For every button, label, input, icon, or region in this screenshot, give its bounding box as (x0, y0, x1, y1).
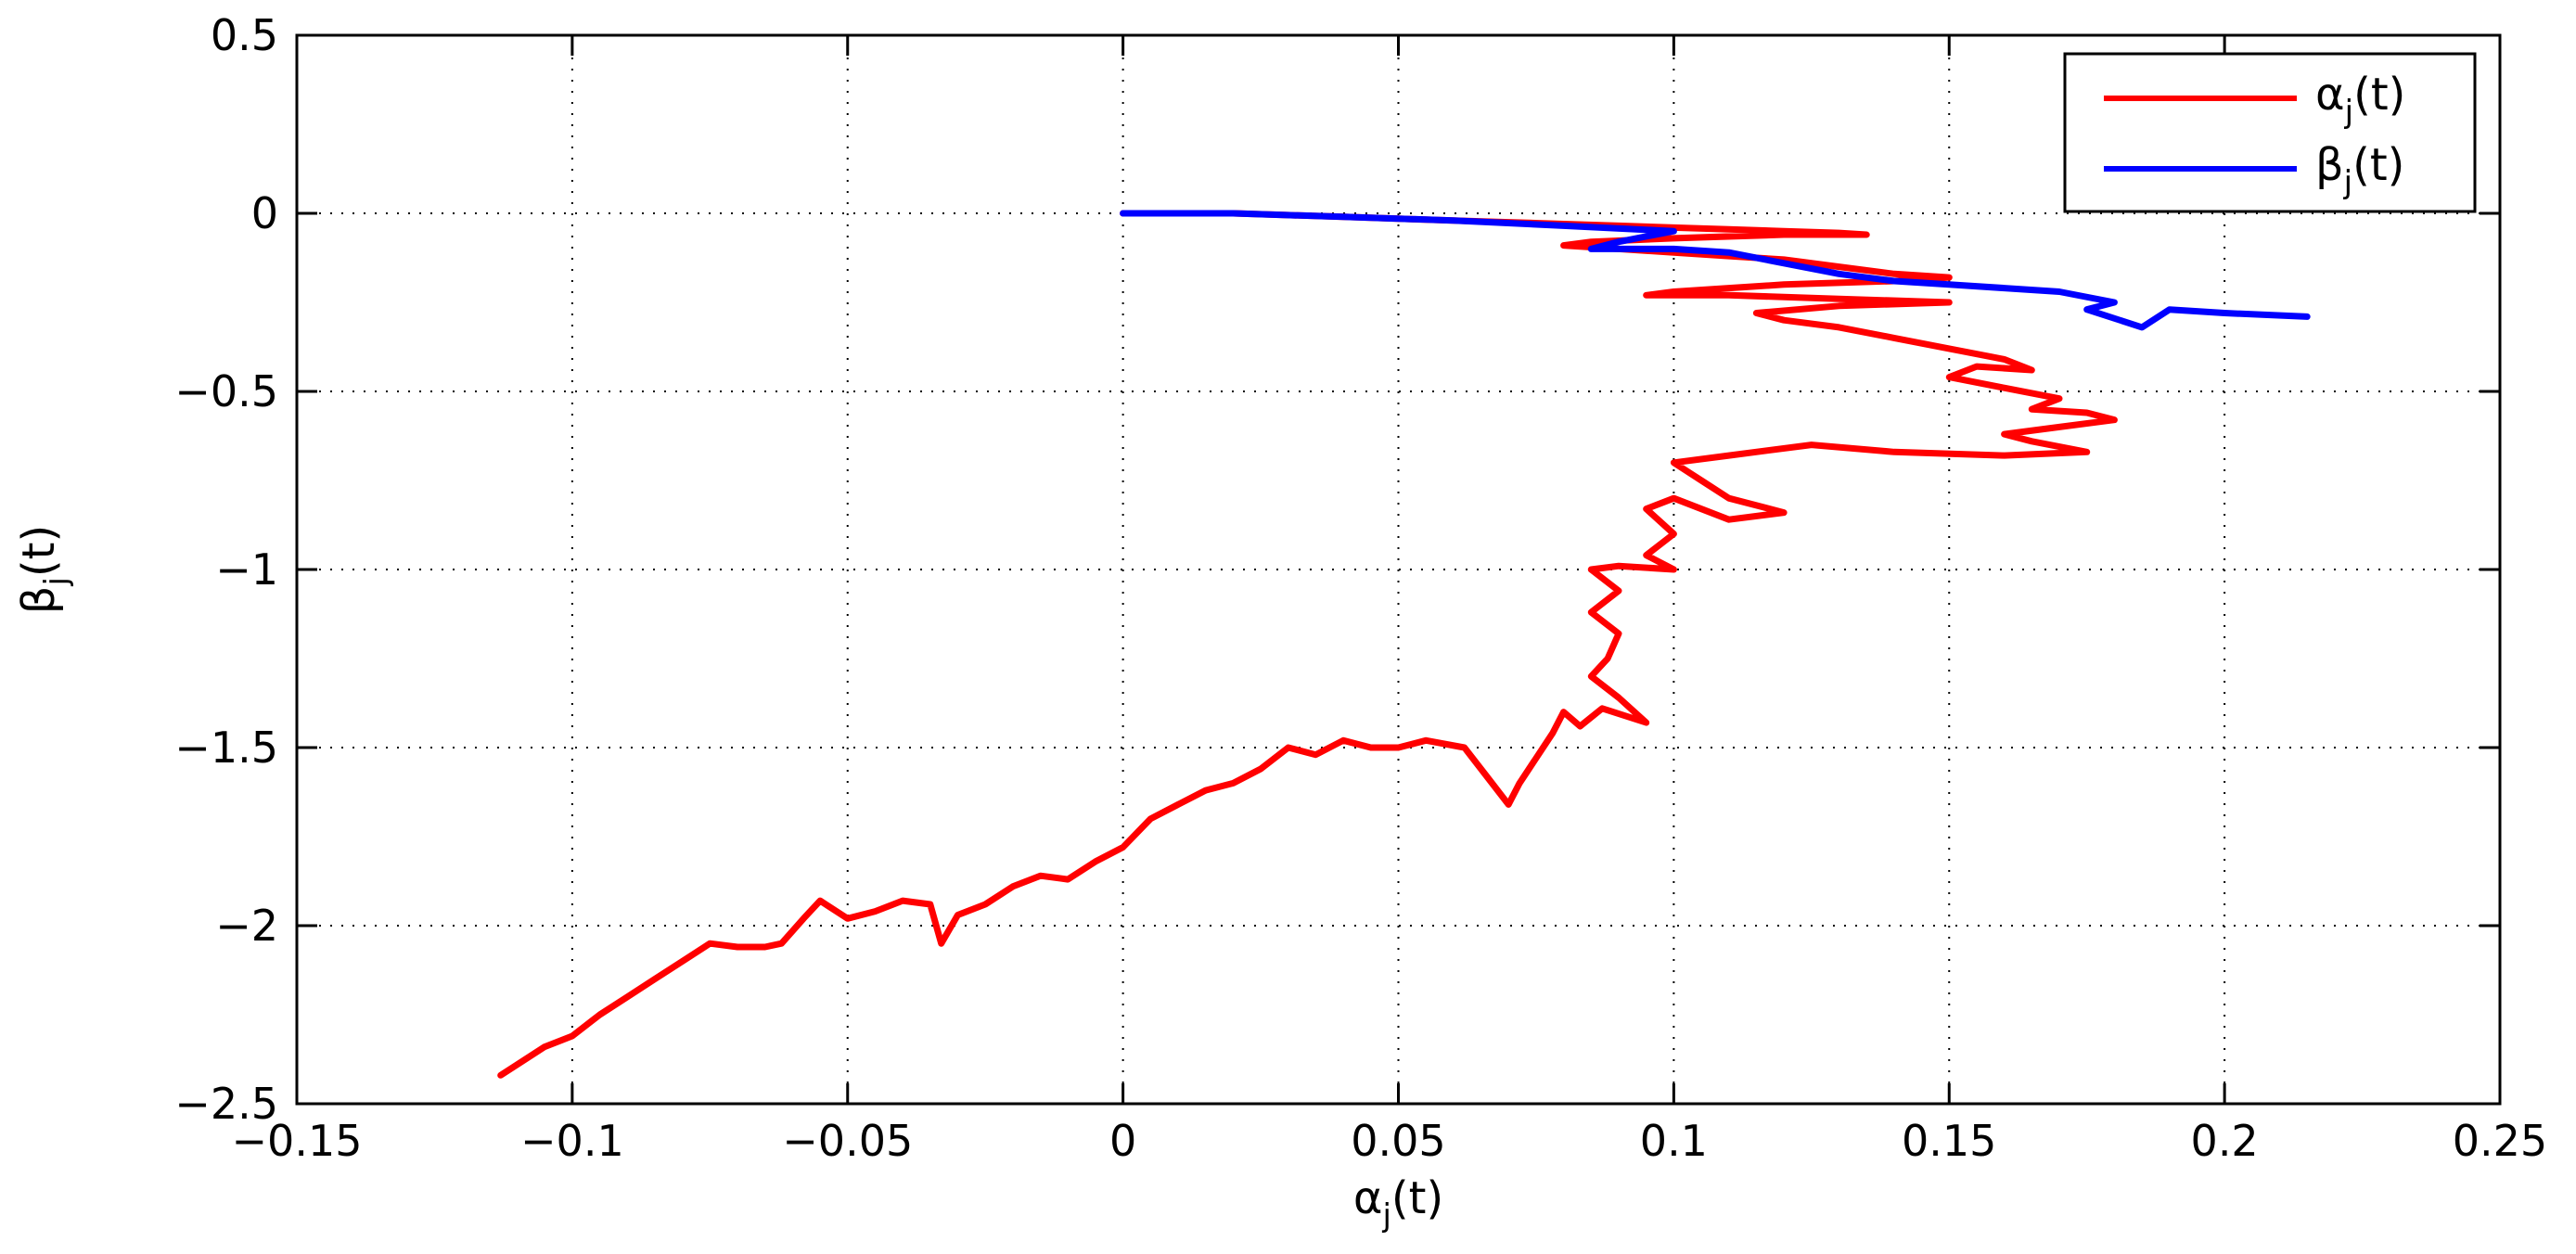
y-tick-label: −0.5 (174, 366, 278, 416)
x-tick-label: 0 (1109, 1116, 1136, 1166)
legend-label-beta: βj(t) (2315, 139, 2404, 201)
legend-box (2063, 52, 2477, 213)
y-axis-label-symbol: β (13, 586, 65, 615)
ticks: −0.15 −0.1 −0.05 0 0.05 0.1 0.15 0.2 0.25 0.5 0 −0.… (174, 10, 2547, 1166)
series-layer (497, 210, 2311, 1079)
x-tick-label: 0.1 (1640, 1116, 1708, 1166)
x-tick-label: −0.1 (520, 1116, 624, 1166)
legend-label-beta-symbol: β (2315, 139, 2344, 191)
x-tick-label: −0.05 (782, 1116, 913, 1166)
legend: αj(t) βj(t) (2063, 52, 2477, 213)
legend-label-alpha-rest: (t) (2353, 69, 2405, 121)
y-axis-label-sub: j (38, 577, 75, 586)
x-tick-label: 0.25 (2453, 1116, 2547, 1166)
y-tick-label: −2 (215, 901, 278, 951)
y-tick-label: −1.5 (174, 723, 278, 773)
legend-label-beta-rest: (t) (2352, 139, 2404, 191)
x-axis-label-sub: j (1381, 1197, 1391, 1235)
x-tick-label: 0.2 (2191, 1116, 2259, 1166)
x-axis-label: αj(t) (1353, 1172, 1443, 1235)
legend-label-alpha-symbol: α (2315, 69, 2345, 121)
x-axis-label-symbol: α (1353, 1172, 1383, 1224)
y-axis-label: βj(t) (13, 525, 75, 614)
legend-label-alpha: αj(t) (2315, 69, 2405, 131)
x-tick-label: 0.05 (1351, 1116, 1445, 1166)
y-tick-label: 0.5 (211, 10, 278, 60)
legend-label-beta-sub: j (2343, 164, 2352, 201)
y-tick-label: 0 (251, 188, 278, 238)
y-axis-label-rest: (t) (13, 525, 65, 577)
series-line-alpha (497, 210, 2118, 1079)
x-tick-label: −0.15 (232, 1116, 363, 1166)
series-line-beta (1120, 210, 2311, 331)
x-axis-label-rest: (t) (1391, 1172, 1443, 1224)
y-tick-label: −1 (215, 544, 278, 595)
legend-label-alpha-sub: j (2344, 94, 2353, 131)
x-tick-label: 0.15 (1902, 1116, 1996, 1166)
y-tick-label: −2.5 (174, 1079, 278, 1129)
